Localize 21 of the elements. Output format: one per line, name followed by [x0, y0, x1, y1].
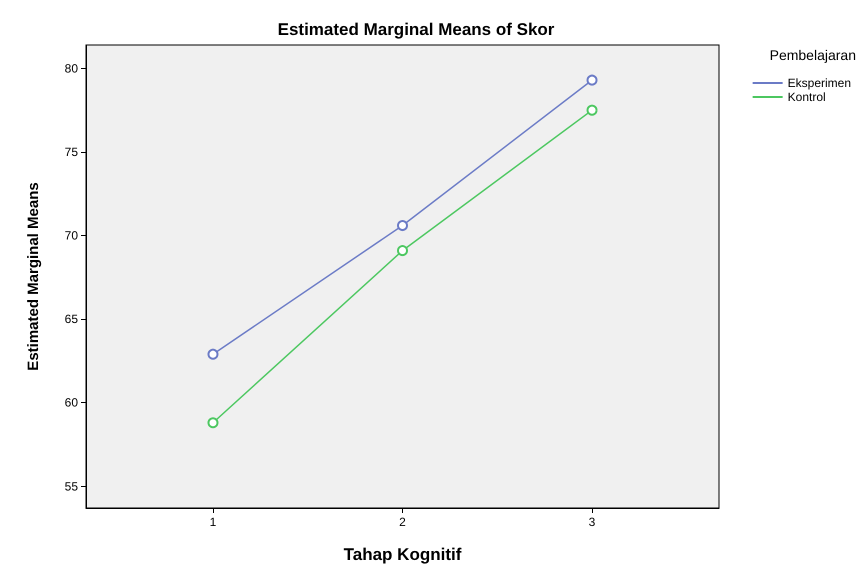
point: [586, 104, 598, 116]
legend-title: Pembelajaran: [770, 47, 856, 63]
point: [397, 220, 408, 232]
x-tick-label: 3: [588, 515, 596, 529]
y-tick-label: 75: [64, 144, 78, 159]
point: [207, 417, 218, 428]
y-tick-label: 80: [64, 61, 78, 76]
y-axis-title: Estimated Marginal Means: [25, 182, 42, 371]
x-tick-label: 1: [210, 515, 217, 529]
legend-label: Kontrol: [788, 90, 826, 104]
legend-label: Eksperimen: [788, 76, 851, 90]
y-tick-label: 60: [64, 396, 78, 410]
point: [397, 245, 408, 256]
y-tick-label: 65: [64, 312, 78, 326]
point: [586, 74, 598, 86]
point: [207, 348, 218, 360]
x-tick-label: 2: [399, 515, 406, 529]
x-axis-title: Tahap Kognitif: [344, 545, 462, 564]
chart-title: Estimated Marginal Means of Skor: [278, 20, 555, 39]
y-tick-label: 70: [64, 228, 78, 243]
y-tick-label: 55: [64, 479, 78, 494]
